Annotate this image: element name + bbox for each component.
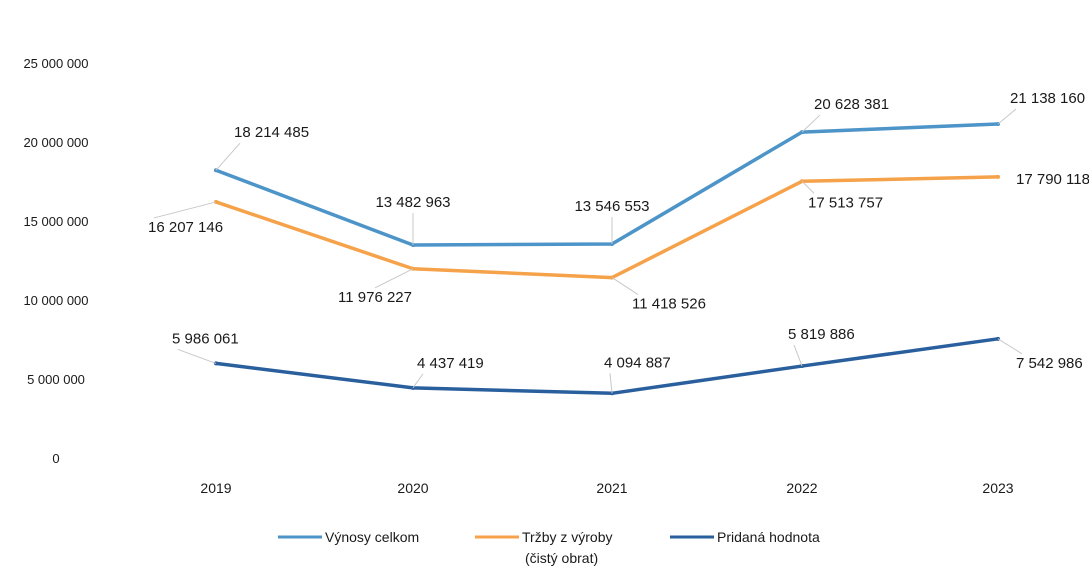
x-tick-label: 2020 <box>397 480 428 496</box>
data-label: 5 819 886 <box>788 326 855 343</box>
data-label-leader <box>153 201 217 219</box>
legend-label-line: Pridaná hodnota <box>717 529 820 545</box>
data-label-leader <box>177 348 217 364</box>
data-label: 13 482 963 <box>375 194 450 211</box>
legend-label-line: Tržby z výroby <box>522 529 613 545</box>
data-label: 18 214 485 <box>234 124 309 141</box>
y-tick-label: 0 <box>52 451 59 466</box>
data-label: 4 437 419 <box>417 355 484 372</box>
data-label: 17 513 757 <box>808 194 883 211</box>
data-label: 21 138 160 <box>1010 90 1085 107</box>
data-label-leader <box>997 108 1017 125</box>
y-tick-label: 5 000 000 <box>27 372 85 387</box>
data-label: 20 628 381 <box>814 96 889 113</box>
data-label: 17 790 118 <box>1016 171 1089 188</box>
x-tick-label: 2021 <box>596 480 627 496</box>
data-label-leader <box>412 373 424 389</box>
data-label-leader <box>801 180 815 194</box>
y-tick-label: 20 000 000 <box>23 135 88 150</box>
legend-label-line: (čistý obrat) <box>525 550 598 566</box>
x-tick-label: 2023 <box>982 480 1013 496</box>
data-point <box>996 174 1000 179</box>
series-line-1 <box>214 175 1000 280</box>
legend-label: Tržby z výroby (čistý obrat) <box>522 529 613 566</box>
x-tick-label: 2022 <box>786 480 817 496</box>
data-label-leader <box>374 268 414 289</box>
data-label-leader <box>801 114 821 133</box>
data-label: 4 094 887 <box>604 354 671 371</box>
data-label: 5 986 061 <box>172 330 239 347</box>
data-label: 11 418 526 <box>632 296 706 313</box>
x-tick-label: 2019 <box>200 480 231 496</box>
y-tick-label: 10 000 000 <box>23 293 88 308</box>
y-tick-label: 25 000 000 <box>23 56 88 71</box>
data-label-leader <box>215 142 241 171</box>
data-label: 16 207 146 <box>148 219 223 236</box>
legend-label: Pridaná hodnota <box>717 529 820 545</box>
data-label: 11 976 227 <box>338 289 412 306</box>
data-label: 7 542 986 <box>1016 355 1083 372</box>
y-tick-label: 15 000 000 <box>23 214 88 229</box>
data-label-leader <box>611 277 639 296</box>
series-line-0 <box>214 122 1000 247</box>
legend-label: Výnosy celkom <box>325 529 419 545</box>
legend-label-line: Výnosy celkom <box>325 529 419 545</box>
data-label-leader <box>997 338 1023 355</box>
data-label-leader <box>793 344 803 367</box>
data-label-leader <box>609 373 613 394</box>
data-label: 13 546 553 <box>574 198 649 215</box>
